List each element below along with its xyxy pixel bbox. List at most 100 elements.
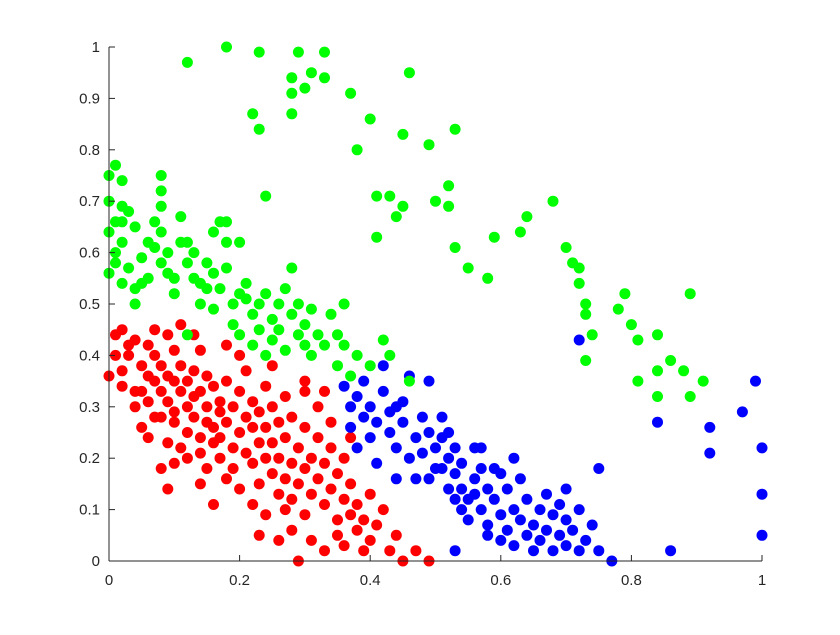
data-point bbox=[155, 257, 167, 269]
data-point bbox=[482, 519, 494, 531]
data-point bbox=[632, 334, 644, 346]
data-point bbox=[338, 380, 350, 392]
data-point bbox=[345, 401, 357, 413]
data-point bbox=[528, 519, 539, 531]
data-point bbox=[573, 262, 585, 274]
data-point bbox=[162, 329, 174, 341]
data-point bbox=[652, 416, 663, 428]
data-point bbox=[436, 463, 448, 474]
data-point bbox=[181, 452, 193, 464]
data-point bbox=[443, 200, 455, 212]
data-point bbox=[253, 46, 265, 58]
y-tick-label: 0.2 bbox=[79, 450, 100, 467]
data-point bbox=[299, 463, 311, 474]
data-point bbox=[580, 534, 592, 546]
data-point bbox=[541, 488, 552, 500]
data-point bbox=[155, 360, 167, 372]
data-point bbox=[286, 411, 298, 423]
data-point bbox=[410, 473, 422, 485]
data-point bbox=[390, 529, 402, 541]
data-point bbox=[286, 457, 298, 469]
y-tick-label: 0.9 bbox=[79, 90, 100, 107]
data-point bbox=[253, 529, 265, 541]
data-point bbox=[253, 478, 265, 490]
data-point bbox=[116, 277, 128, 289]
data-point bbox=[560, 242, 572, 253]
data-point bbox=[181, 375, 193, 387]
data-point bbox=[260, 421, 272, 433]
data-point bbox=[547, 545, 559, 557]
data-point bbox=[410, 432, 422, 444]
data-point bbox=[240, 447, 252, 459]
data-point bbox=[279, 283, 291, 295]
data-point bbox=[482, 483, 494, 495]
data-point bbox=[214, 452, 226, 464]
data-point bbox=[162, 247, 174, 259]
data-point bbox=[482, 272, 494, 284]
data-point bbox=[129, 334, 141, 346]
data-point bbox=[325, 442, 337, 454]
data-point bbox=[547, 509, 559, 521]
data-point bbox=[319, 385, 330, 397]
data-point bbox=[358, 375, 370, 387]
data-point bbox=[514, 514, 526, 526]
data-point bbox=[155, 170, 167, 181]
data-point bbox=[142, 236, 154, 248]
data-point bbox=[371, 457, 383, 469]
data-point bbox=[358, 545, 370, 557]
data-point bbox=[116, 216, 128, 228]
data-point bbox=[652, 329, 663, 341]
data-point bbox=[247, 108, 259, 120]
y-tick-label: 0.1 bbox=[79, 502, 100, 519]
data-point bbox=[260, 509, 272, 521]
data-point bbox=[371, 416, 383, 428]
data-point bbox=[214, 396, 226, 408]
data-point bbox=[312, 401, 324, 413]
data-point bbox=[227, 401, 239, 413]
data-point bbox=[619, 288, 631, 300]
data-point bbox=[149, 216, 161, 228]
data-point bbox=[567, 524, 579, 536]
data-point bbox=[384, 545, 396, 557]
data-point bbox=[305, 349, 317, 361]
data-point bbox=[240, 277, 252, 289]
data-point bbox=[508, 540, 520, 552]
y-tick-label: 0.4 bbox=[79, 347, 100, 364]
data-point bbox=[488, 231, 500, 243]
data-point bbox=[168, 457, 180, 469]
data-point bbox=[612, 303, 624, 315]
data-point bbox=[312, 329, 324, 341]
data-point bbox=[514, 473, 526, 485]
data-point bbox=[286, 87, 298, 99]
data-point bbox=[266, 360, 278, 372]
data-point bbox=[325, 416, 337, 428]
data-point bbox=[129, 298, 141, 310]
data-point bbox=[208, 380, 219, 392]
data-point bbox=[449, 442, 461, 454]
data-point bbox=[273, 488, 285, 500]
data-point bbox=[181, 427, 193, 438]
data-point bbox=[162, 396, 174, 408]
data-point bbox=[501, 483, 513, 495]
data-point bbox=[253, 406, 265, 418]
data-point bbox=[175, 319, 187, 331]
data-point bbox=[364, 401, 376, 413]
data-point bbox=[299, 339, 311, 351]
data-point bbox=[364, 534, 376, 546]
data-point bbox=[351, 144, 363, 156]
data-point bbox=[149, 375, 161, 387]
data-point bbox=[116, 365, 128, 377]
data-point bbox=[286, 308, 298, 320]
data-point bbox=[194, 432, 206, 444]
data-point bbox=[253, 123, 265, 135]
data-point bbox=[534, 504, 546, 516]
y-tick-label: 0.7 bbox=[79, 193, 100, 210]
data-point bbox=[221, 236, 232, 248]
data-point bbox=[110, 257, 121, 269]
data-point bbox=[208, 421, 219, 433]
data-point bbox=[684, 288, 696, 300]
data-point bbox=[273, 452, 285, 464]
data-point bbox=[351, 524, 363, 536]
data-point bbox=[390, 211, 402, 223]
